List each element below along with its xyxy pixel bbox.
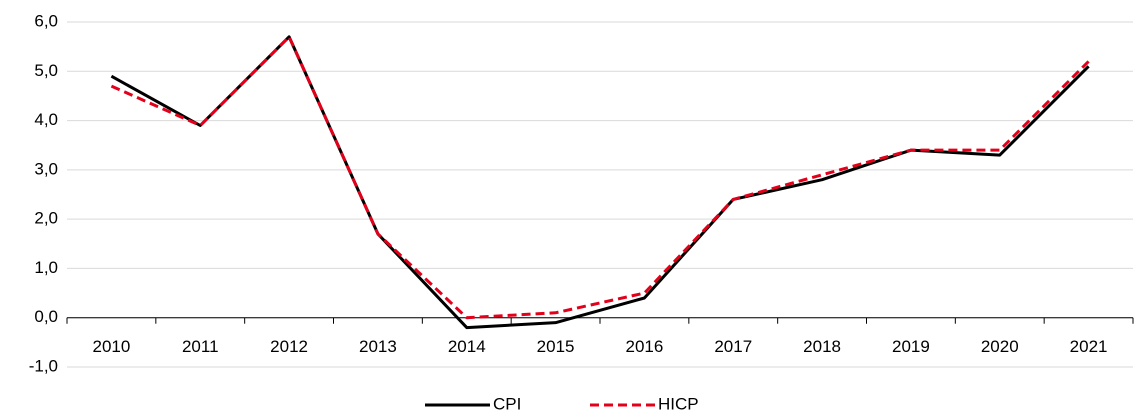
line-series <box>110 35 1090 320</box>
x-tick-label: 2010 <box>93 337 131 356</box>
y-tick-label: 2,0 <box>34 209 58 228</box>
y-tick-label: 4,0 <box>34 110 58 129</box>
x-tick-label: 2015 <box>537 337 575 356</box>
y-tick-label: 5,0 <box>34 61 58 80</box>
x-tick-label: 2018 <box>803 337 841 356</box>
x-tick-label: 2012 <box>270 337 308 356</box>
y-tick-label: 3,0 <box>34 159 58 178</box>
legend-label: HICP <box>658 394 699 413</box>
x-tick-label: 2021 <box>1070 337 1108 356</box>
x-tick-label: 2014 <box>448 337 486 356</box>
x-tick-label: 2011 <box>182 337 219 356</box>
y-tick-label: 1,0 <box>34 258 58 277</box>
y-tick-label: 0,0 <box>34 307 58 326</box>
x-tick-label: 2017 <box>714 337 752 356</box>
x-tick-label: 2016 <box>626 337 664 356</box>
x-tick-label: 2019 <box>892 337 930 356</box>
x-tick-label: 2020 <box>981 337 1019 356</box>
x-tick-label: 2013 <box>359 337 397 356</box>
y-tick-label: 6,0 <box>34 11 58 30</box>
y-tick-label: -1,0 <box>29 356 58 375</box>
legend-label: CPI <box>493 394 521 413</box>
line-series <box>110 35 1090 330</box>
